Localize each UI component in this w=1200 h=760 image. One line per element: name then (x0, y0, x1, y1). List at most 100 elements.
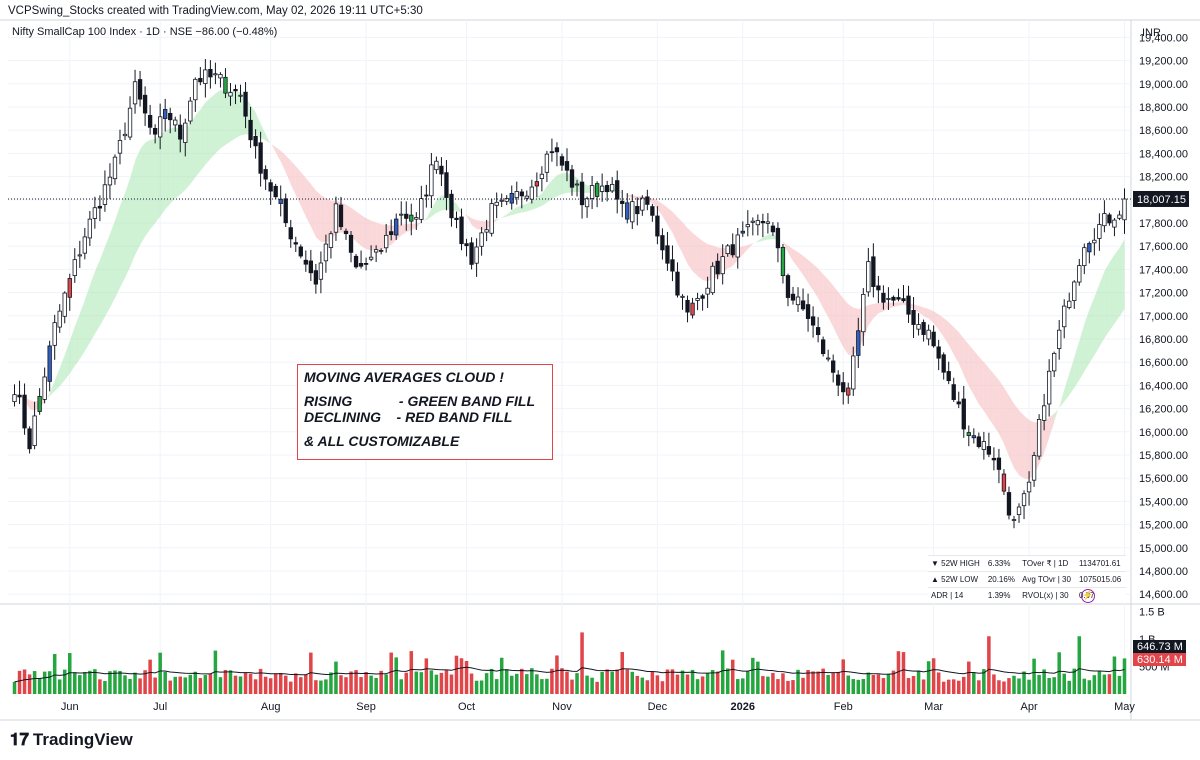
ma-cloud-segment (260, 122, 266, 141)
candle-body (318, 262, 324, 280)
candle-body (514, 191, 519, 199)
ma-cloud-segment (918, 305, 924, 317)
candle-body (358, 263, 364, 267)
volume-bar (123, 675, 127, 694)
ma-cloud-segment (210, 93, 216, 160)
candle-body (981, 441, 987, 450)
candle-body (152, 128, 158, 135)
volume-bar (1097, 670, 1102, 694)
candle-body (665, 245, 670, 264)
ma-cloud-segment (677, 217, 683, 255)
volume-bar (22, 669, 27, 694)
ma-cloud-segment (1119, 238, 1125, 317)
volume-bar (268, 678, 273, 694)
volume-bar (620, 651, 624, 694)
tradingview-logo[interactable]: 𝟏𝟕 TradingView (10, 730, 133, 750)
ma-cloud-segment (702, 241, 708, 282)
volume-bar (630, 671, 635, 694)
candle-body (720, 256, 725, 275)
candle-body (1122, 198, 1127, 221)
candle-body (253, 135, 258, 147)
ma-cloud-segment (135, 148, 141, 256)
ma-cloud-segment (993, 374, 999, 435)
volume-bar (1087, 680, 1092, 694)
price-tick-label: 18,600.00 (1139, 125, 1188, 137)
ma-cloud-segment (1049, 413, 1055, 440)
candle-body (1046, 370, 1052, 405)
candle-body (223, 76, 228, 94)
candle-body (163, 108, 168, 119)
candle-body (1112, 219, 1117, 228)
volume-bar (645, 680, 650, 694)
ma-cloud-segment (195, 109, 201, 178)
volume-bar (565, 671, 569, 694)
volume-bar (78, 675, 82, 694)
candle-body (886, 298, 891, 300)
candle-body (188, 100, 193, 122)
stats-cell: ▼ 52W HIGH (928, 555, 985, 572)
candle-body (901, 298, 906, 302)
candle-body (630, 201, 635, 223)
volume-bar (339, 675, 343, 694)
ma-cloud-segment (536, 192, 542, 209)
ma-cloud-segment (109, 219, 115, 308)
volume-bar (640, 677, 645, 694)
volume-bar (1032, 658, 1036, 694)
volume-bar (449, 674, 454, 694)
ma-cloud-segment (371, 220, 377, 251)
candle-body (730, 244, 735, 256)
candle-body (991, 457, 997, 461)
volume-bar (931, 658, 936, 694)
time-tick-label: Nov (552, 701, 572, 713)
price-tick-label: 16,800.00 (1139, 334, 1188, 346)
ma-cloud-segment (431, 199, 437, 217)
volume-bar (715, 671, 720, 694)
ma-cloud-segment (506, 210, 512, 217)
candle-body (700, 295, 705, 299)
flash-icon[interactable]: ⚡ (1081, 589, 1095, 603)
annotation-box: MOVING AVERAGES CLOUD ! RISING - GREEN B… (297, 364, 553, 460)
volume-bar (1062, 673, 1066, 694)
volume-bar (253, 679, 258, 694)
volume-bar (118, 670, 122, 694)
candle-body (735, 234, 740, 258)
volume-bar (841, 659, 845, 694)
ma-fast-line (14, 89, 1125, 481)
candle-body (168, 112, 173, 121)
candle-body (685, 299, 690, 313)
annotation-line-3: DECLINING - RED BAND FILL (304, 409, 513, 425)
volume-bar (469, 673, 474, 694)
volume-bar (404, 672, 409, 694)
ma-cloud-segment (79, 298, 85, 360)
candle-body (856, 330, 861, 356)
volume-bar (866, 672, 871, 694)
candle-body (1107, 214, 1112, 224)
candle-body (815, 327, 821, 336)
volume-bar (655, 675, 660, 694)
ma-cloud-segment (526, 200, 532, 212)
ma-cloud-segment (998, 380, 1004, 445)
candle-body (1082, 247, 1087, 267)
ma-cloud-segment (170, 126, 176, 204)
candle-body (836, 374, 841, 386)
ma-cloud-segment (828, 279, 834, 328)
ma-cloud-segment (923, 307, 929, 320)
time-tick-label: Feb (834, 701, 853, 713)
ma-cloud-segment (968, 344, 974, 396)
candle-body (394, 218, 399, 236)
candle-body (147, 115, 153, 128)
volume-bar (374, 677, 378, 694)
candle-body (449, 193, 454, 219)
candle-body (549, 151, 555, 154)
candle-body (258, 142, 263, 174)
ma-cloud-segment (436, 194, 442, 214)
candle-body (363, 262, 369, 265)
candle-body (690, 302, 695, 316)
volume-bar (720, 650, 725, 694)
volume-bar (238, 676, 243, 694)
ma-cloud-segment (808, 259, 814, 292)
candle-body (1092, 239, 1097, 244)
candle-body (831, 360, 836, 373)
volume-bar (273, 673, 278, 694)
